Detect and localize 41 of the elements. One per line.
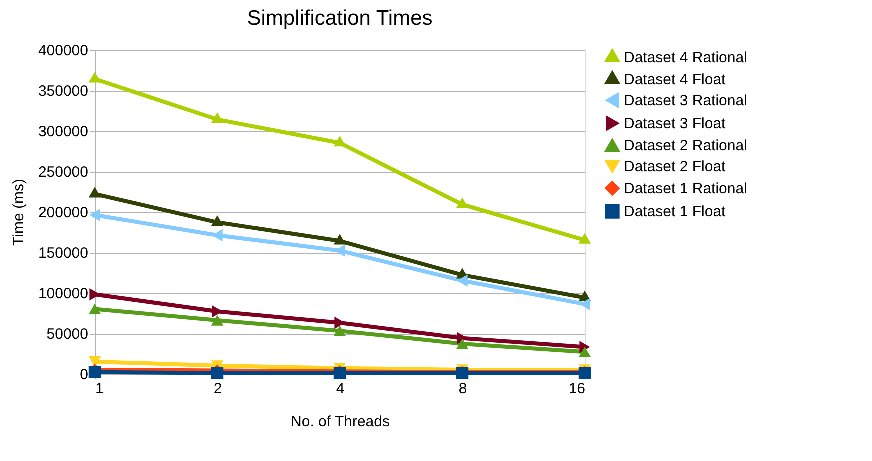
x-tick-label: 8 bbox=[458, 380, 468, 398]
y-tick-label: 50000 bbox=[46, 326, 88, 343]
x-axis-title: No. of Threads bbox=[291, 414, 390, 430]
point bbox=[211, 367, 224, 380]
y-tick-label: 300000 bbox=[38, 124, 88, 140]
point bbox=[456, 338, 469, 350]
y-tick-label: 200000 bbox=[38, 204, 88, 222]
legend-label: Dataset 4 Float bbox=[624, 72, 727, 88]
chart-title: Simplification Times bbox=[247, 7, 433, 30]
y-tick-label: 0 bbox=[80, 366, 88, 384]
point bbox=[88, 366, 102, 379]
y-tick-label: 100000 bbox=[38, 286, 88, 302]
point bbox=[90, 209, 100, 222]
legend-label: Dataset 1 Rational bbox=[624, 180, 748, 198]
legend-label: Dataset 4 Rational bbox=[624, 50, 748, 66]
point bbox=[211, 315, 224, 326]
point bbox=[457, 274, 468, 287]
legend-label: Dataset 2 Float bbox=[624, 158, 727, 176]
point bbox=[578, 233, 592, 244]
legend-label: Dataset 3 Rational bbox=[624, 92, 748, 110]
x-tick-label: 1 bbox=[96, 380, 104, 398]
y-tick-label: 400000 bbox=[38, 42, 88, 60]
point bbox=[211, 112, 224, 124]
point bbox=[88, 304, 102, 315]
point bbox=[578, 346, 592, 358]
point bbox=[456, 198, 469, 208]
point bbox=[334, 234, 346, 245]
y-axis-title: Time (ms) bbox=[10, 179, 28, 246]
point bbox=[211, 215, 224, 226]
point bbox=[334, 326, 346, 336]
legend-label: Dataset 3 Float bbox=[624, 116, 727, 132]
x-tick-label: 16 bbox=[568, 380, 586, 398]
y-tick-label: 150000 bbox=[38, 245, 88, 262]
legend-label: Dataset 1 Float bbox=[624, 204, 727, 220]
point bbox=[88, 72, 102, 83]
legend-label: Dataset 2 Rational bbox=[624, 138, 748, 154]
x-tick-label: 4 bbox=[336, 380, 345, 398]
point bbox=[88, 187, 102, 198]
y-tick-label: 350000 bbox=[38, 83, 88, 100]
y-tick-label: 250000 bbox=[38, 164, 88, 181]
x-tick-label: 2 bbox=[214, 380, 222, 398]
